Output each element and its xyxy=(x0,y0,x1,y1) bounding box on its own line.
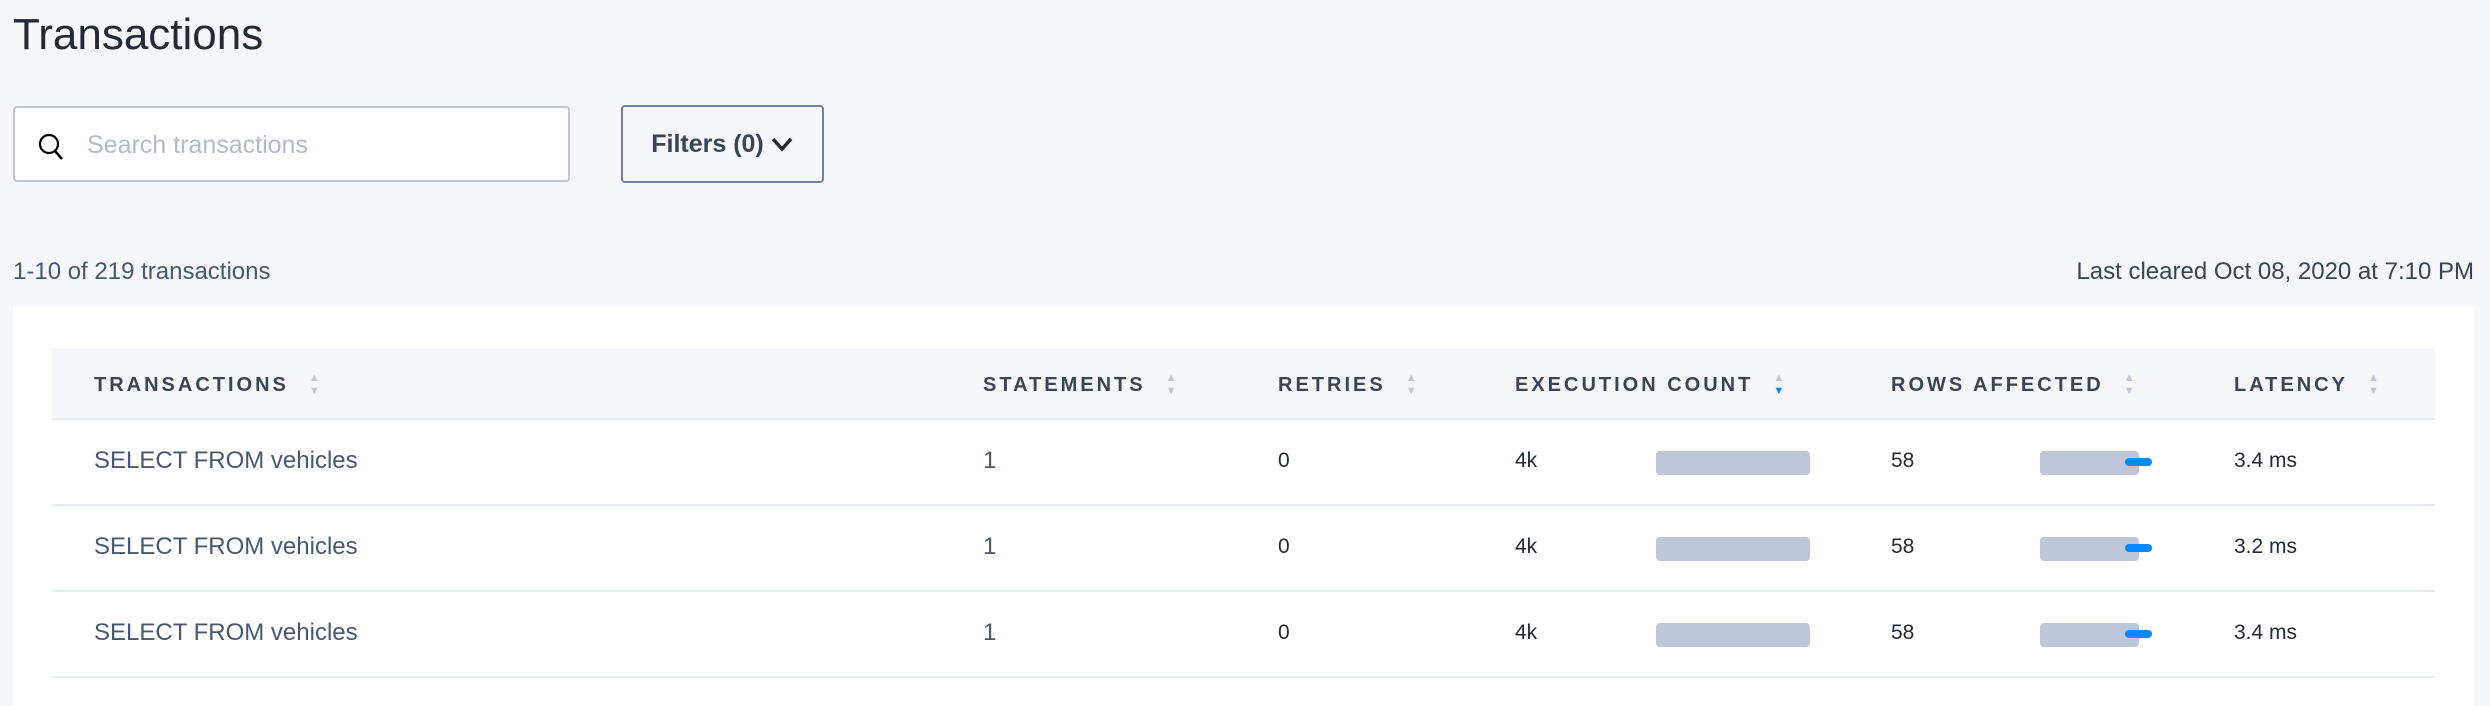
latency-cell: 3.2 ms xyxy=(2234,535,2298,558)
column-label: ROWS AFFECTED xyxy=(1891,373,2104,396)
rows-affected-bar xyxy=(2040,623,2139,647)
result-count: 1-10 of 219 transactions xyxy=(13,258,271,285)
filters-label: Filters (0) xyxy=(651,129,764,158)
latency-cell: 3.4 ms xyxy=(2234,621,2298,644)
transaction-link[interactable]: SELECT FROM vehicles xyxy=(94,533,358,560)
table-row[interactable]: SELECT FROM vehicles 1 0 4k 58 3.4 ms xyxy=(52,592,2435,678)
rows-affected-variance-indicator xyxy=(2124,630,2152,638)
column-label: LATENCY xyxy=(2234,373,2348,396)
rows-affected-cell: 58 xyxy=(1891,449,1915,472)
rows-affected-cell: 58 xyxy=(1891,621,1915,644)
transaction-link[interactable]: SELECT FROM vehicles xyxy=(94,619,358,646)
table-row[interactable]: SELECT FROM vehicles 1 0 4k 58 3.2 ms xyxy=(52,506,2435,592)
sort-icon[interactable]: ▲ ▼ xyxy=(2123,372,2135,397)
sort-icon[interactable]: ▲ ▼ xyxy=(1165,372,1177,397)
last-cleared: Last cleared Oct 08, 2020 at 7:10 PM xyxy=(2076,258,2474,285)
column-header-statements[interactable]: STATEMENTS ▲ ▼ xyxy=(983,372,1176,398)
sort-icon[interactable]: ▲ ▼ xyxy=(2367,372,2379,397)
transactions-table: TRANSACTIONS ▲ ▼ STATEMENTS ▲ ▼ RETRIES ▲ ▼ EXECU… xyxy=(52,348,2435,678)
execution-count-bar xyxy=(1656,623,1810,647)
table-header: TRANSACTIONS ▲ ▼ STATEMENTS ▲ ▼ RETRIES ▲ ▼ EXECU… xyxy=(52,348,2435,420)
statements-cell: 1 xyxy=(983,447,997,474)
retries-cell: 0 xyxy=(1278,535,1290,558)
sort-icon[interactable]: ▲ ▼ xyxy=(1773,372,1785,397)
column-label: TRANSACTIONS xyxy=(94,373,289,396)
sort-icon[interactable]: ▲ ▼ xyxy=(308,372,320,397)
column-header-retries[interactable]: RETRIES ▲ ▼ xyxy=(1278,372,1417,398)
execution-count-bar xyxy=(1656,451,1810,475)
search-box[interactable] xyxy=(13,106,570,182)
column-header-rows-affected[interactable]: ROWS AFFECTED ▲ ▼ xyxy=(1891,372,2135,398)
execution-count-bar xyxy=(1656,537,1810,561)
statements-cell: 1 xyxy=(983,619,997,646)
execution-count-cell: 4k xyxy=(1515,535,1538,558)
rows-affected-bar xyxy=(2040,537,2139,561)
rows-affected-variance-indicator xyxy=(2124,544,2152,552)
chevron-down-icon xyxy=(771,137,793,152)
sort-icon[interactable]: ▲ ▼ xyxy=(1405,372,1417,397)
latency-cell: 3.4 ms xyxy=(2234,449,2298,472)
execution-count-cell: 4k xyxy=(1515,621,1538,644)
rows-affected-bar xyxy=(2040,451,2139,475)
transaction-link[interactable]: SELECT FROM vehicles xyxy=(94,447,358,474)
statements-cell: 1 xyxy=(983,533,997,560)
table-row[interactable]: SELECT FROM vehicles 1 0 4k 58 3.4 ms xyxy=(52,420,2435,506)
column-header-execution-count[interactable]: EXECUTION COUNT ▲ ▼ xyxy=(1515,372,1784,398)
column-header-latency[interactable]: LATENCY ▲ ▼ xyxy=(2234,372,2379,398)
column-label: EXECUTION COUNT xyxy=(1515,373,1754,396)
search-icon xyxy=(38,133,63,160)
retries-cell: 0 xyxy=(1278,621,1290,644)
column-label: RETRIES xyxy=(1278,373,1386,396)
rows-affected-variance-indicator xyxy=(2124,458,2152,466)
execution-count-cell: 4k xyxy=(1515,449,1538,472)
retries-cell: 0 xyxy=(1278,449,1290,472)
rows-affected-cell: 58 xyxy=(1891,535,1915,558)
filters-button[interactable]: Filters (0) xyxy=(621,105,824,183)
column-label: STATEMENTS xyxy=(983,373,1146,396)
page-title: Transactions xyxy=(13,10,264,59)
search-input[interactable] xyxy=(85,108,559,182)
column-header-transactions[interactable]: TRANSACTIONS ▲ ▼ xyxy=(94,372,320,398)
